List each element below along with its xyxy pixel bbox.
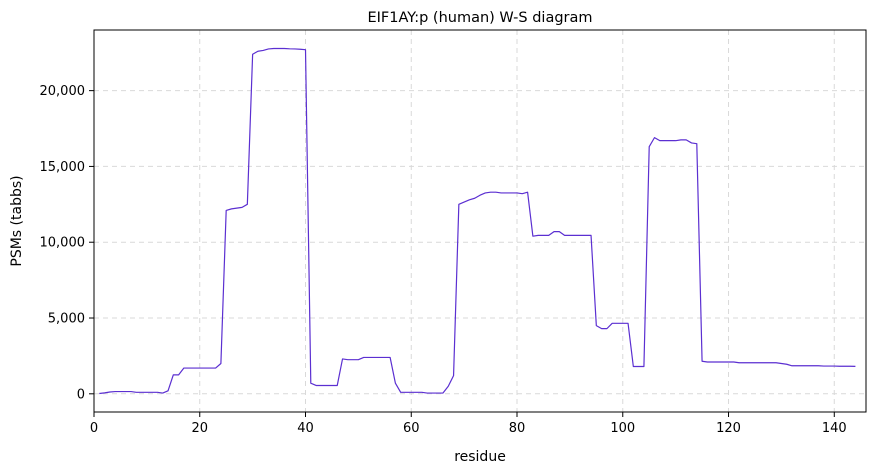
y-tick-label: 5,000: [48, 312, 85, 327]
x-tick-label: 80: [509, 421, 526, 436]
y-tick-label: 15,000: [40, 160, 86, 175]
y-tick-label: 20,000: [40, 84, 86, 99]
x-tick-label: 0: [90, 421, 98, 436]
x-tick-label: 20: [191, 421, 208, 436]
x-tick-label: 60: [403, 421, 420, 436]
y-axis-label: PSMs (tabbs): [9, 175, 25, 266]
y-tick-label: 10,000: [40, 236, 86, 251]
x-tick-label: 100: [610, 421, 635, 436]
y-tick-label: 0: [77, 387, 85, 402]
series-layer: [99, 47, 856, 395]
chart-title: EIF1AY:p (human) W-S diagram: [367, 10, 592, 26]
plot-frame: [93, 29, 867, 413]
series-line: [99, 47, 856, 395]
x-tick-label: 40: [297, 421, 314, 436]
x-tick-label: 120: [716, 421, 741, 436]
x-tick-label: 140: [822, 421, 847, 436]
y-axis: 0 5,000 10,000 15,000 20,000: [40, 84, 94, 402]
grid: [93, 30, 866, 412]
x-axis-label: residue: [454, 449, 506, 465]
x-axis: 0 20 40 60 80 100 120 140: [90, 412, 847, 436]
